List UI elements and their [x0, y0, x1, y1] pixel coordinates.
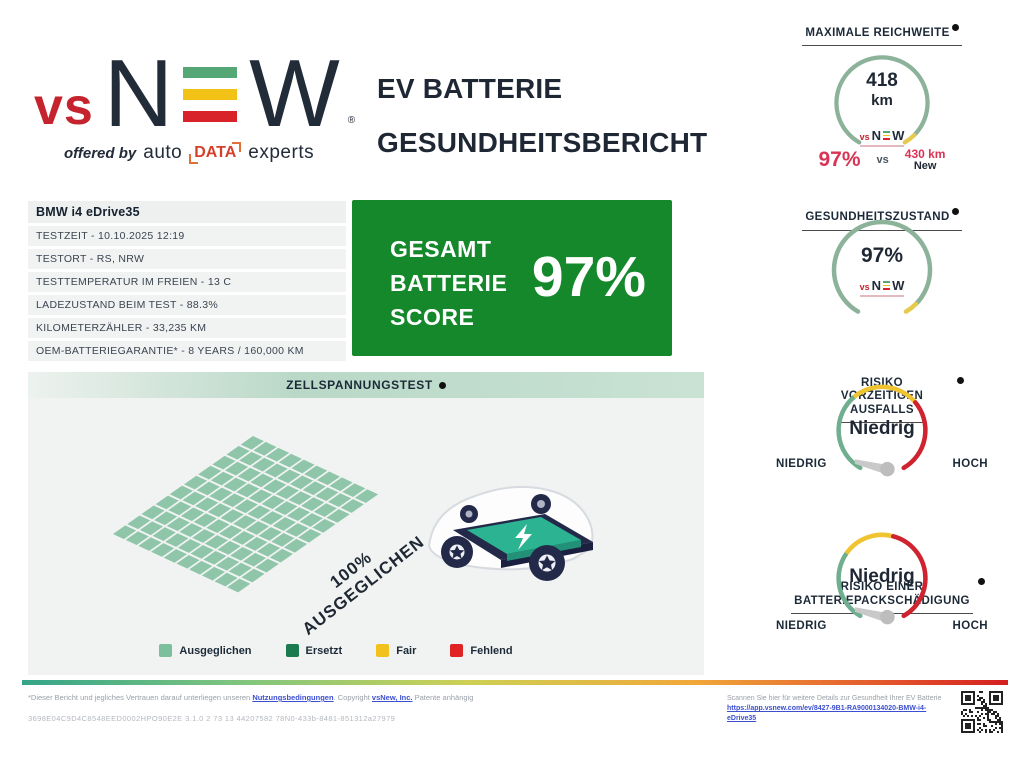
mini-logo-bars-icon [883, 281, 891, 290]
vsnew-mini-logo: vs N W [822, 278, 942, 297]
score-label-line3: SCORE [390, 304, 475, 330]
score-value: 97% [531, 245, 646, 309]
max-range-value: 418 [866, 70, 898, 91]
info-icon[interactable] [438, 381, 446, 389]
legend-item: Ersetzt [285, 644, 343, 657]
legend-swatch [450, 644, 464, 657]
info-icon[interactable] [977, 578, 985, 586]
cell-voltage-header: ZELLSPANNUNGSTEST [28, 372, 704, 398]
vehicle-detail-row: LADEZUSTAND BEIM TEST - 88.3% [28, 295, 346, 315]
failure-risk-scale: NIEDRIG HOCH [776, 458, 988, 470]
page-title-line1: EV BATTERIE [377, 73, 563, 104]
registered-mark: ® [347, 115, 356, 126]
pack-damage-scale: NIEDRIG HOCH [776, 620, 988, 632]
max-range-title: MAXIMALE REICHWEITE [802, 24, 962, 47]
health-value: 97% [860, 244, 904, 267]
cell-voltage-title: ZELLSPANNUNGSTEST [286, 378, 433, 392]
health-title: GESUNDHEITSZUSTAND [802, 208, 962, 231]
max-range-unit: km [871, 92, 893, 109]
legend-label: Ersetzt [305, 644, 343, 657]
legend-item: Fair [376, 644, 416, 657]
pack-damage-value: Niedrig [849, 566, 915, 587]
info-icon[interactable] [951, 208, 959, 216]
mini-logo-tagline [860, 295, 904, 297]
pack-damage-gauge: Niedrig [822, 524, 942, 628]
qr-caption: Scannen Sie hier für weitere Details zur… [727, 695, 942, 702]
footer-qr-block: Scannen Sie hier für weitere Details zur… [727, 694, 953, 724]
footer-gradient-bar [22, 680, 1008, 685]
failure-risk-value: Niedrig [849, 418, 915, 439]
logo-vs-text: vs [34, 78, 94, 136]
vehicle-details-list: TESTZEIT - 10.10.2025 12:19 TESTORT - RS,… [28, 226, 346, 361]
legend-label: Ausgeglichen [179, 644, 252, 657]
page-title: EV BATTERIE GESUNDHEITSBERICHT [377, 62, 707, 170]
vehicle-detail-row: KILOMETERZÄHLER - 33,235 KM [28, 318, 346, 338]
tagline-experts: experts [248, 142, 315, 163]
page-title-line2: GESUNDHEITSBERICHT [377, 127, 708, 158]
vehicle-detail-row: TESTZEIT - 10.10.2025 12:19 [28, 226, 346, 246]
cell-voltage-section: ZELLSPANNUNGSTEST 100% AUSGEGLICHEN [28, 372, 704, 675]
logo-tagline: offered by auto DATA experts [64, 142, 314, 164]
overall-score-box: GESAMT BATTERIE SCORE 97% [352, 200, 672, 356]
legend-item: Fehlend [450, 644, 513, 657]
footer-disclaimer: *Dieser Bericht und jegliches Vertrauen … [28, 693, 474, 702]
vsnew-logo: vs N W ® [34, 40, 356, 147]
mini-logo-tagline [860, 145, 904, 147]
legend-swatch [376, 644, 390, 657]
vehicle-detail-row: TESTTEMPERATUR IM FREIEN - 13 C [28, 272, 346, 292]
cell-voltage-body: 100% AUSGEGLICHEN [28, 398, 704, 675]
logo-letter-w: W [249, 40, 340, 147]
legend-swatch [159, 644, 173, 657]
cell-legend: Ausgeglichen Ersetzt Fair Fehlend [28, 644, 644, 657]
tagline-auto: auto [143, 142, 183, 163]
scale-low-label: NIEDRIG [776, 458, 827, 470]
scale-high-label: HOCH [952, 458, 988, 470]
gauges-column: MAXIMALE REICHWEITE 418 km vs N W [756, 0, 1008, 680]
company-link[interactable]: vsNew, Inc. [371, 693, 413, 702]
logo-e-bars-icon [183, 66, 238, 122]
score-label-line2: BATTERIE [390, 270, 508, 296]
vehicle-detail-row: OEM-BATTERIEGARANTIE* - 8 YEARS / 160,00… [28, 341, 346, 361]
score-label: GESAMT BATTERIE SCORE [390, 232, 507, 334]
qr-code [961, 691, 1003, 733]
scale-high-label: HOCH [952, 620, 988, 632]
range-percent: 97% [818, 148, 861, 171]
health-gauge: 97% vs N W [822, 210, 942, 328]
tagline-offered-by: offered by [64, 144, 137, 162]
vsnew-mini-logo: vs N W [822, 128, 942, 147]
range-new: 430 km New [904, 147, 946, 172]
scale-low-label: NIEDRIG [776, 620, 827, 632]
mini-logo-bars-icon [883, 131, 891, 140]
info-icon[interactable] [957, 376, 965, 384]
info-icon[interactable] [951, 24, 959, 31]
legend-item: Ausgeglichen [159, 644, 252, 657]
range-comparison: 97% vs 430 km New [756, 148, 1008, 172]
report-code: 3698E04C9D4C8548EED0002HPO90E2E 3.1.0 2 … [28, 714, 396, 723]
range-vs: vs [876, 154, 889, 166]
logo-letter-n: N [103, 40, 173, 147]
legend-swatch [285, 644, 299, 657]
legend-label: Fehlend [470, 644, 513, 657]
score-label-line1: GESAMT [390, 236, 492, 262]
legend-label: Fair [396, 644, 417, 657]
max-range-gauge: 418 km vs N W [822, 46, 942, 158]
terms-link[interactable]: Nutzungsbedingungen [252, 693, 334, 702]
ev-car-illustration [423, 466, 608, 591]
vehicle-details-panel: BMW i4 eDrive35 TESTZEIT - 10.10.2025 12… [28, 201, 346, 364]
vehicle-detail-row: TESTORT - RS, NRW [28, 249, 346, 269]
failure-risk-gauge: Niedrig [822, 376, 942, 480]
tagline-data: DATA [189, 142, 242, 164]
vehicle-name: BMW i4 eDrive35 [28, 201, 346, 223]
report-url-link[interactable]: https://app.vsnew.com/ev/8427-9B1-RA9000… [727, 705, 927, 722]
